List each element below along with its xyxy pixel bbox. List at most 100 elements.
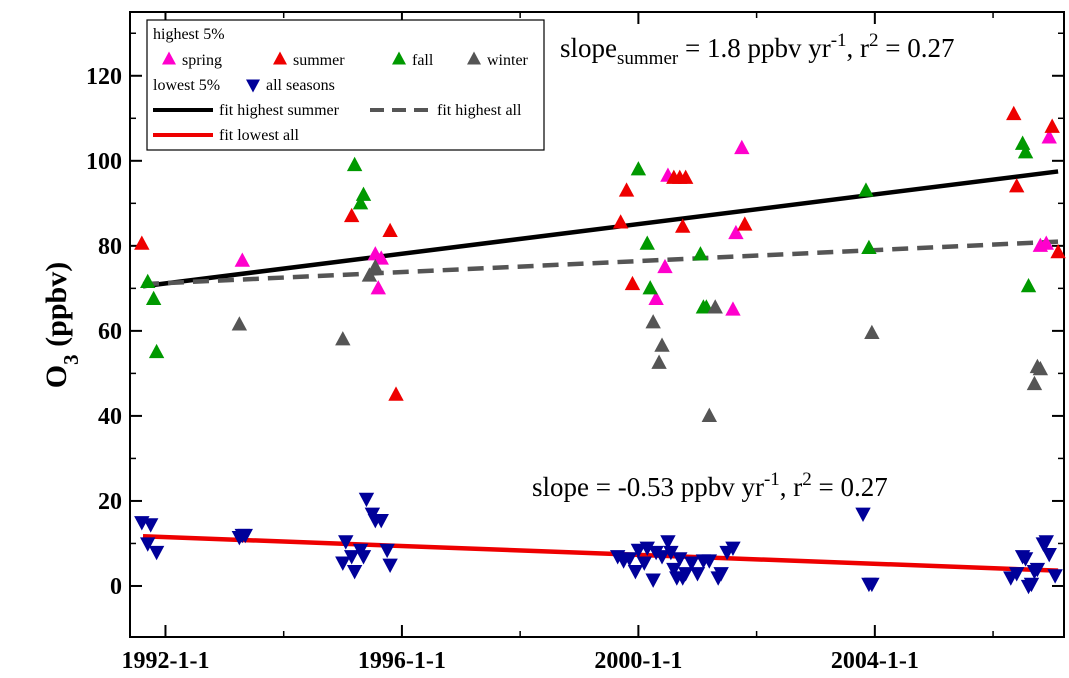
point-lowest: [864, 577, 880, 593]
point-lowest: [855, 507, 871, 522]
legend: highest 5% spring summer fall winter low…: [146, 19, 545, 151]
point-fall: [346, 156, 363, 172]
y-axis: 0 20 40 60 80 100 120: [86, 32, 1064, 600]
data-points: [134, 105, 1066, 595]
point-lowest: [379, 543, 395, 559]
point-winter: [701, 407, 718, 422]
point-lowest: [343, 550, 360, 565]
legend-label-summer: summer: [293, 52, 345, 69]
y-tick-label: 0: [110, 574, 122, 600]
point-lowest: [142, 518, 159, 533]
point-fall: [352, 195, 369, 210]
point-summer: [1050, 243, 1066, 259]
annotation-summer-slope: slopesummer = 1.8 ppbv yr-1, r2 = 0.27: [560, 30, 955, 69]
annotation-upper-pre: slope: [560, 33, 617, 63]
legend-marker-all-seasons: [246, 79, 260, 93]
point-spring: [648, 290, 664, 306]
y-tick-label: 80: [98, 234, 122, 260]
point-lowest: [660, 535, 676, 550]
y-tick-label: 60: [98, 319, 122, 345]
annotation-lower-sup2: 2: [802, 469, 812, 490]
point-spring: [370, 280, 386, 295]
point-fall: [692, 246, 709, 261]
point-summer: [1006, 105, 1022, 121]
point-fall: [642, 280, 658, 295]
annotation-lower-pre: slope = -0.53 ppbv yr: [532, 472, 764, 502]
point-lowest: [701, 554, 718, 569]
y-tick-label: 20: [98, 489, 122, 515]
point-lowest: [621, 552, 638, 567]
legend-group-highest: highest 5%: [153, 26, 225, 43]
point-winter: [645, 314, 661, 329]
fit-line-fit-lowest: [142, 533, 1059, 573]
x-tick-label: 2004-1-1: [831, 648, 919, 674]
point-lowest: [382, 558, 398, 573]
legend-label-fit-lowest-all: fit lowest all: [219, 127, 300, 144]
point-summer: [612, 214, 629, 229]
point-lowest: [683, 556, 700, 571]
point-lowest: [677, 567, 694, 582]
point-lowest: [630, 543, 647, 559]
point-lowest: [666, 562, 682, 578]
point-lowest: [645, 573, 661, 588]
point-winter: [367, 258, 384, 274]
point-lowest: [1041, 548, 1057, 563]
point-lowest: [1023, 577, 1040, 593]
legend-label-spring: spring: [182, 52, 222, 69]
y-tick-label: 120: [86, 64, 122, 90]
point-spring: [734, 139, 750, 155]
point-fall: [355, 186, 372, 201]
legend-group-lowest: lowest 5%: [153, 77, 220, 94]
annotation-upper-sup2: 2: [869, 30, 879, 51]
point-lowest: [1047, 569, 1063, 584]
y-axis-label: O3 (ppbv): [40, 262, 83, 388]
point-lowest: [1009, 567, 1025, 582]
point-lowest: [237, 528, 253, 544]
point-fall: [145, 290, 162, 306]
point-lowest: [1029, 562, 1046, 578]
point-summer: [737, 216, 753, 231]
point-winter: [651, 354, 667, 369]
point-lowest: [713, 567, 729, 582]
point-lowest: [1017, 552, 1034, 567]
point-fall: [1020, 277, 1037, 293]
point-winter: [654, 337, 670, 352]
point-summer: [618, 182, 635, 197]
point-spring: [1041, 129, 1057, 144]
point-lowest: [627, 565, 644, 580]
point-spring: [234, 252, 251, 267]
point-fall: [861, 239, 877, 255]
point-winter: [361, 267, 378, 282]
legend-marker-winter: [467, 51, 481, 65]
point-summer: [624, 275, 641, 291]
point-lowest: [346, 565, 363, 580]
legend-marker-spring: [162, 51, 176, 65]
point-spring: [373, 250, 389, 265]
x-tick-label: 2000-1-1: [594, 648, 682, 674]
y-axis-label-subscript: 3: [59, 354, 83, 365]
point-summer: [1009, 178, 1025, 193]
x-axis: 1992-1-1 1996-1-1 2000-1-1 2004-1-1: [121, 12, 994, 674]
x-tick-label: 1996-1-1: [358, 648, 446, 674]
point-lowest: [689, 567, 706, 582]
point-lowest: [639, 541, 655, 556]
point-summer: [1044, 118, 1060, 133]
point-lowest: [148, 545, 165, 561]
point-spring: [657, 258, 673, 274]
annotation-lower-mid2: , r: [780, 472, 803, 502]
annotation-lower-sup1: -1: [764, 469, 780, 490]
point-fall: [140, 273, 156, 289]
point-fall: [148, 343, 165, 359]
annotation-upper-mid: = 1.8 ppbv yr: [678, 33, 830, 63]
point-spring: [1038, 235, 1054, 250]
legend-label-fall: fall: [412, 52, 434, 69]
annotation-upper-sub: summer: [617, 48, 679, 69]
y-tick-label: 40: [98, 404, 122, 430]
point-summer: [675, 218, 691, 233]
point-fall: [1017, 144, 1034, 159]
point-winter: [1026, 375, 1043, 391]
point-summer: [382, 222, 398, 238]
point-summer: [388, 386, 404, 401]
annotation-upper-mid2: , r: [847, 33, 870, 63]
